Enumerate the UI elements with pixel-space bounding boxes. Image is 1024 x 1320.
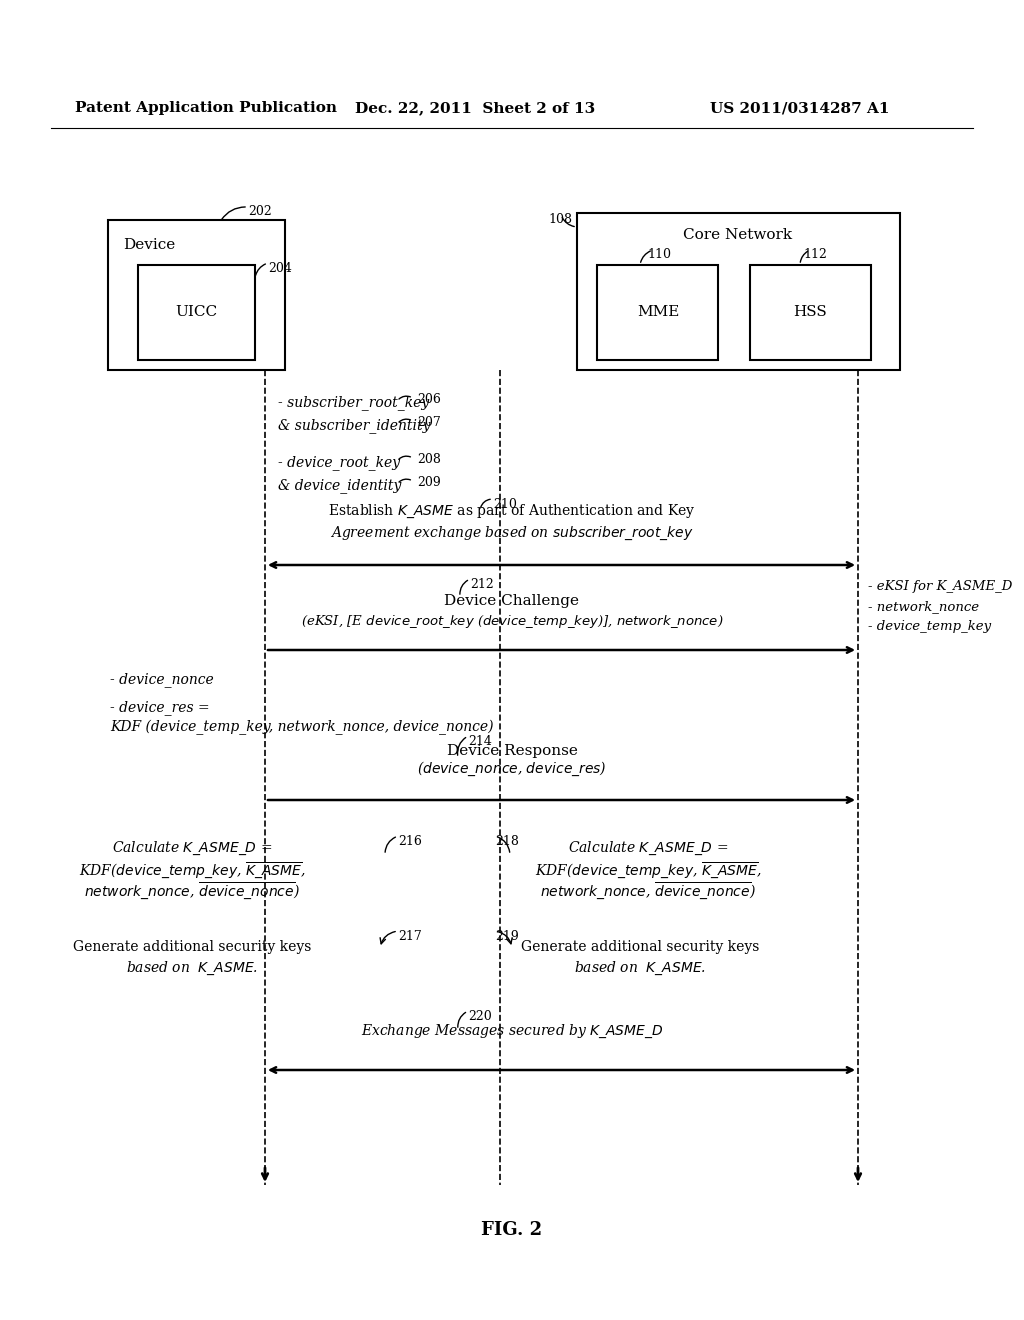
Text: 206: 206 <box>417 393 441 407</box>
Text: - device_root_key: - device_root_key <box>278 455 400 470</box>
Text: - device_res =: - device_res = <box>110 700 210 715</box>
Text: Device Challenge: Device Challenge <box>444 594 580 609</box>
Text: KDF($device\_temp\_key$, $\overline{K\_ASME}$,: KDF($device\_temp\_key$, $\overline{K\_A… <box>535 861 761 880</box>
Text: & subscriber_identity: & subscriber_identity <box>278 418 430 433</box>
Text: 219: 219 <box>495 931 519 942</box>
Bar <box>108 220 285 370</box>
Bar <box>750 265 871 360</box>
Text: 212: 212 <box>470 578 494 591</box>
Text: 220: 220 <box>468 1010 492 1023</box>
Text: based on  $K\_ASME$.: based on $K\_ASME$. <box>573 960 707 977</box>
Text: FIG. 2: FIG. 2 <box>481 1221 543 1239</box>
Text: 216: 216 <box>398 836 422 847</box>
Text: 208: 208 <box>417 453 441 466</box>
Text: 218: 218 <box>495 836 519 847</box>
Text: 108: 108 <box>548 213 572 226</box>
Text: 217: 217 <box>398 931 422 942</box>
Text: Calculate $K\_ASME\_D$ =: Calculate $K\_ASME\_D$ = <box>112 840 272 857</box>
Text: Device: Device <box>123 238 175 252</box>
Text: MME: MME <box>637 305 679 319</box>
Text: based on  $K\_ASME$.: based on $K\_ASME$. <box>126 960 258 977</box>
Text: 209: 209 <box>417 477 440 488</box>
Text: - subscriber_root_key: - subscriber_root_key <box>278 395 429 411</box>
Text: $network\_nonce$, $\overline{device\_nonce}$): $network\_nonce$, $\overline{device\_non… <box>540 880 756 902</box>
Text: Generate additional security keys: Generate additional security keys <box>521 940 759 954</box>
Text: UICC: UICC <box>175 305 217 319</box>
Text: - device_temp_key: - device_temp_key <box>868 620 991 634</box>
Text: Exchange Messages secured by $K\_ASME\_D$: Exchange Messages secured by $K\_ASME\_D… <box>360 1023 664 1040</box>
Text: Device Response: Device Response <box>446 744 578 758</box>
Text: $network\_nonce$, $\overline{device\_nonce}$): $network\_nonce$, $\overline{device\_non… <box>84 880 300 902</box>
Text: KDF($device\_temp\_key$, $\overline{K\_ASME}$,: KDF($device\_temp\_key$, $\overline{K\_A… <box>79 861 305 880</box>
Text: & device_identity: & device_identity <box>278 478 401 492</box>
Text: - device_nonce: - device_nonce <box>110 672 214 686</box>
Text: 204: 204 <box>268 261 292 275</box>
Text: 202: 202 <box>248 205 271 218</box>
Bar <box>597 265 718 360</box>
Text: 214: 214 <box>468 735 492 748</box>
Text: - eKSI for K_ASME_D: - eKSI for K_ASME_D <box>868 579 1013 593</box>
Text: 110: 110 <box>647 248 671 261</box>
Text: Calculate $K\_ASME\_D$ =: Calculate $K\_ASME\_D$ = <box>568 840 728 857</box>
Text: HSS: HSS <box>794 305 826 319</box>
Text: Patent Application Publication: Patent Application Publication <box>75 102 337 115</box>
Text: KDF (device_temp_key, network_nonce, device_nonce): KDF (device_temp_key, network_nonce, dev… <box>110 719 494 735</box>
Text: 207: 207 <box>417 416 440 429</box>
Text: Dec. 22, 2011  Sheet 2 of 13: Dec. 22, 2011 Sheet 2 of 13 <box>355 102 595 115</box>
Text: Generate additional security keys: Generate additional security keys <box>73 940 311 954</box>
Text: Agreement exchange based on $subscriber\_root\_key$: Agreement exchange based on $subscriber\… <box>331 525 693 543</box>
Text: US 2011/0314287 A1: US 2011/0314287 A1 <box>710 102 890 115</box>
Bar <box>577 213 900 370</box>
Text: 112: 112 <box>803 248 826 261</box>
Text: 210: 210 <box>493 498 517 511</box>
Text: Core Network: Core Network <box>683 228 793 242</box>
Text: Establish $K\_ASME$ as part of Authentication and Key: Establish $K\_ASME$ as part of Authentic… <box>329 503 695 520</box>
Bar <box>138 265 255 360</box>
Text: - network_nonce: - network_nonce <box>868 601 979 612</box>
Text: ($device\_nonce$, $device\_res$): ($device\_nonce$, $device\_res$) <box>417 760 607 777</box>
Text: (eKSI, [E $device\_root\_key$ ($device\_temp\_key$)], $network\_nonce$): (eKSI, [E $device\_root\_key$ ($device\_… <box>301 612 723 630</box>
